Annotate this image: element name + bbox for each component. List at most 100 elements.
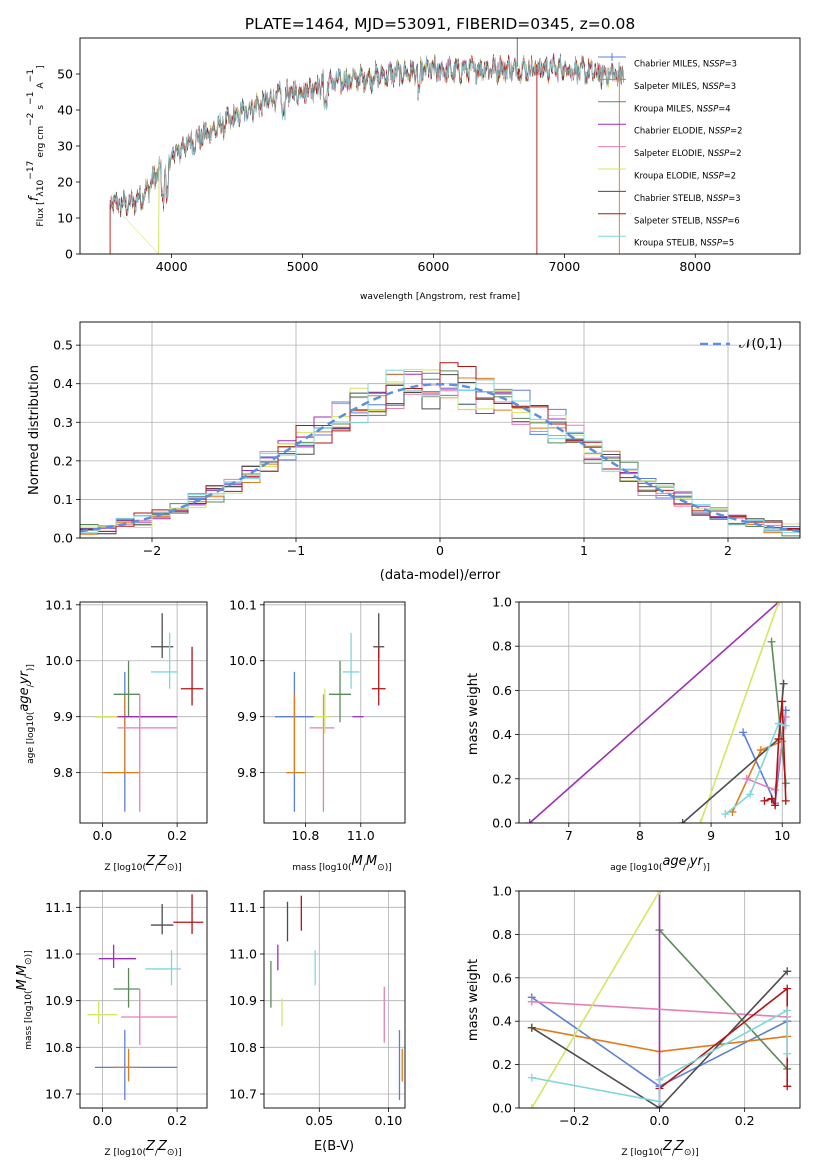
y-tick-label: 0.2: [53, 453, 73, 468]
x-tick-label: 7000: [548, 259, 580, 274]
y-tick-label: 30: [57, 139, 73, 154]
y-tick-label: 1.0: [492, 595, 512, 610]
weight-point-marker: [527, 997, 536, 1006]
x-axis-label: age [log10(age/yr)]: [610, 854, 710, 873]
spectrum-series-line: [109, 54, 624, 217]
y-tick-label: 9.9: [237, 709, 257, 724]
weight-point-marker: [783, 984, 792, 993]
weight-point-marker: [767, 794, 776, 803]
weight-point-marker: [783, 967, 792, 976]
legend-label: Chabrier STELIB, NSSP=3: [634, 193, 741, 203]
legend-label: 𝒩(0,1): [739, 337, 782, 352]
y-axis-label: Normed distribution: [27, 365, 42, 495]
mass-vs-EBV-frame: [263, 890, 406, 1109]
x-tick-label: 7: [565, 828, 573, 843]
x-tick-label: −2: [143, 543, 161, 558]
y-tick-label: 11.0: [229, 947, 257, 962]
age-vs-mass-frame: [263, 601, 406, 824]
y-tick-label: 10.7: [229, 1087, 257, 1102]
weight-vs-Z-frame: [518, 890, 801, 1109]
age-vs-Z-axes: 0.0 0.2 9.8 9.9 10.0 10.1 Z [log10(Z/Z⊙)] age […: [17, 597, 208, 873]
spectrum-axes: 4000 5000 6000 7000 8000 0 10 20 30 40 50 wavelengt…: [26, 37, 801, 302]
x-axis-label: mass [log10(M/M⊙)]: [292, 854, 392, 873]
weight-vs-Z-axes: −0.2 0.0 0.2 0.0 0.2 0.4 0.6 0.8 1.0 Z [log10(Z/Z…: [466, 884, 801, 1158]
weight-point-marker: [774, 719, 783, 728]
y-tick-label: 10.0: [229, 653, 257, 668]
y-tick-label: 0.0: [492, 816, 512, 831]
weight-point-marker: [778, 697, 787, 706]
weight-series-line: [682, 683, 785, 823]
x-tick-label: 10.8: [292, 828, 320, 843]
weight-vs-age-axes: 7 8 9 10 0.0 0.2 0.4 0.6 0.8 1.0 age [log10(age/yr…: [466, 595, 801, 873]
x-tick-label: 9: [707, 828, 715, 843]
weight-point-marker: [696, 819, 705, 823]
weight-point-marker: [527, 1073, 536, 1082]
weight-point-marker: [760, 796, 769, 805]
age-vs-mass-panel: 10.8 11.0 9.8 9.9 10.0 10.1 mass [log10(M/M⊙)]: [229, 597, 406, 873]
y-tick-label: 9.8: [237, 765, 257, 780]
weight-point-marker: [783, 1049, 792, 1058]
age-vs-Z-panel: 0.0 0.2 9.8 9.9 10.0 10.1 Z [log10(Z/Z⊙)] age […: [17, 597, 208, 873]
weight-point-marker: [655, 1097, 664, 1106]
y-tick-label: 0.0: [492, 1101, 512, 1116]
spectrum-edge-line: [158, 163, 160, 254]
y-tick-label: 10.1: [45, 597, 73, 612]
y-axis-label: mass [log10(M/M⊙)]: [15, 950, 34, 1050]
legend-label: Kroupa ELODIE, NSSP=2: [634, 171, 736, 181]
weight-point-marker: [739, 728, 748, 737]
weight-point-marker: [774, 602, 783, 606]
weight-point-marker: [783, 1006, 792, 1015]
weight-vs-Z-plot-area: [527, 891, 792, 1108]
legend-label: Salpeter ELODIE, NSSP=2: [634, 148, 742, 158]
weight-series-line: [531, 1000, 788, 1018]
spectrum-plot-area: [109, 38, 624, 254]
x-tick-label: 8000: [679, 259, 711, 274]
y-tick-label: 10.8: [45, 1040, 73, 1055]
residuals-frame: [79, 321, 801, 539]
y-axis-label: mass weight: [466, 959, 481, 1041]
y-tick-label: 9.8: [53, 765, 73, 780]
y-tick-label: 11.0: [45, 947, 73, 962]
y-tick-label: 0.8: [492, 639, 512, 654]
x-tick-label: 0.10: [374, 1113, 402, 1128]
spectrum-legend: Chabrier MILES, NSSP=3 Salpeter MILES, NS…: [598, 53, 742, 248]
legend-label: Chabrier MILES, NSSP=3: [634, 59, 737, 69]
legend-label: Salpeter MILES, NSSP=3: [634, 81, 736, 91]
age-vs-Z-frame: [79, 601, 208, 824]
y-tick-label: 10.8: [229, 1040, 257, 1055]
weight-point-marker: [783, 1082, 792, 1091]
y-tick-label: 40: [57, 103, 73, 118]
mass-vs-EBV-plot-area: [270, 895, 403, 1101]
y-tick-label: 0.4: [492, 727, 512, 742]
weight-point-marker: [721, 810, 730, 819]
residuals-panel: −2 −1 0 1 2 0.0 0.1 0.2 0.3 0.4 0.5 (data-model)/er…: [27, 321, 801, 583]
y-tick-label: 0.1: [53, 492, 73, 507]
weight-point-marker: [742, 774, 751, 783]
mass-vs-Z-plot-area: [87, 894, 204, 1101]
x-tick-label: 0.0: [92, 1113, 112, 1128]
y-tick-label: 9.9: [53, 709, 73, 724]
weight-point-marker: [678, 819, 687, 823]
x-tick-label: 0.2: [167, 828, 187, 843]
weight-series-line: [658, 929, 788, 1070]
x-tick-label: 0: [436, 543, 444, 558]
weight-point-marker: [655, 891, 664, 895]
x-tick-label: 4000: [156, 259, 188, 274]
weight-point-marker: [756, 746, 765, 755]
histogram-step: [80, 379, 800, 538]
weight-vs-Z-panel: −0.2 0.0 0.2 0.0 0.2 0.4 0.6 0.8 1.0 Z [log10(Z/Z…: [466, 884, 801, 1158]
weight-point-marker: [746, 790, 755, 799]
weight-point-marker: [779, 679, 788, 688]
y-tick-label: 10.1: [229, 597, 257, 612]
y-axis-label: Flux [fλ10−17 erg cm−2 s−1 A−1]: [26, 65, 46, 226]
weight-point-marker: [527, 1104, 536, 1108]
legend-label: Chabrier ELODIE, NSSP=2: [634, 126, 742, 136]
figure-title: PLATE=1464, MJD=53091, FIBERID=0345, z=0…: [245, 15, 635, 33]
y-tick-label: 0: [65, 247, 73, 262]
y-tick-label: 0.8: [492, 927, 512, 942]
x-axis-label: Z [log10(Z/Z⊙)]: [621, 1139, 698, 1158]
y-tick-label: 0.4: [53, 376, 73, 391]
weight-point-marker: [655, 1075, 664, 1084]
legend-label: Kroupa STELIB, NSSP=5: [634, 238, 734, 248]
spectrum-frame: [79, 37, 801, 255]
